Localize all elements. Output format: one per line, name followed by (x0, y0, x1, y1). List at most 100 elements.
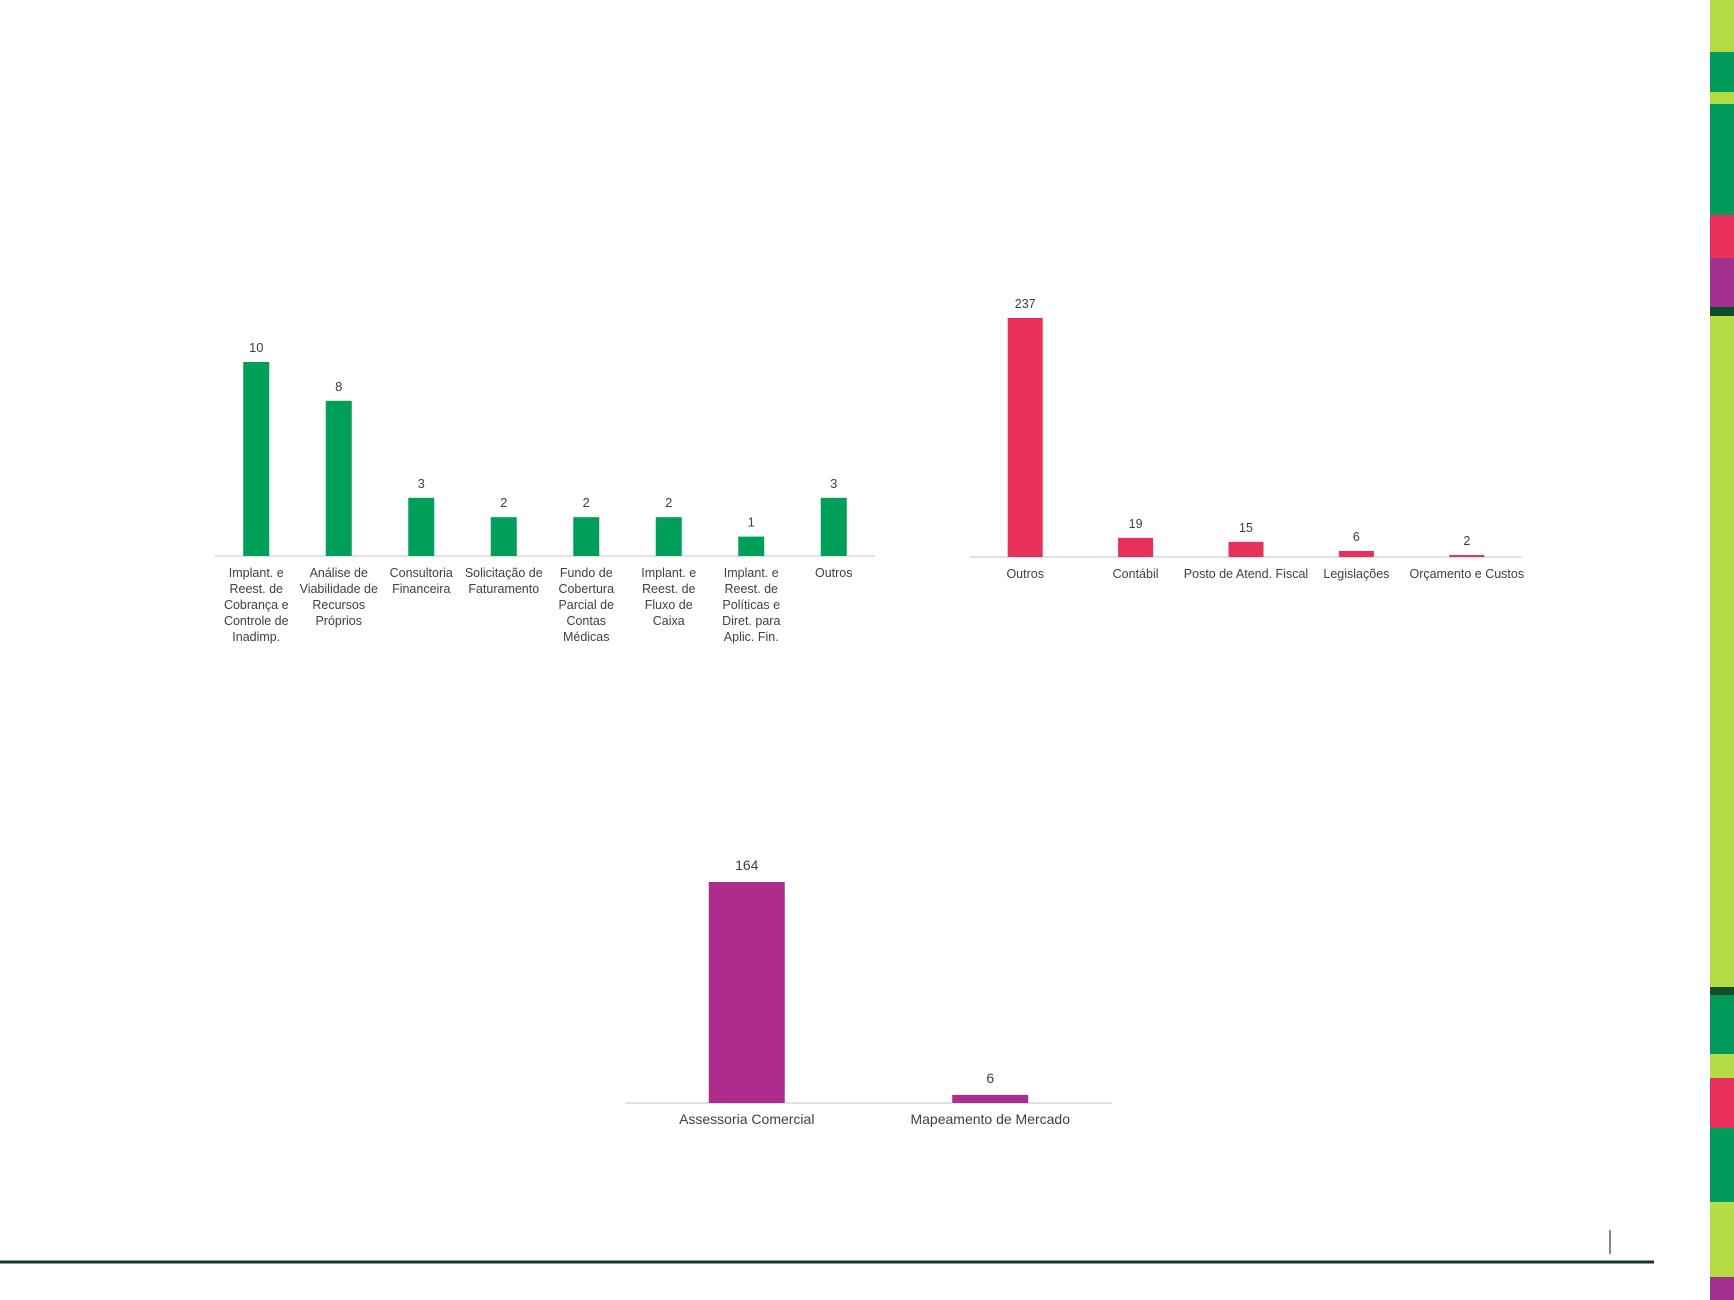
data-label: 2 (500, 495, 507, 510)
data-label: 8 (335, 379, 342, 394)
category-label: Outros (815, 566, 853, 580)
category-label-line: Outros (1006, 567, 1044, 581)
data-label: 2 (583, 495, 590, 510)
sidebar-color-band (1710, 0, 1734, 52)
category-label-line: Posto de Atend. Fiscal (1184, 567, 1308, 581)
data-label: 10 (249, 340, 263, 355)
category-label: Análise de Viabilidade de Recursos Próprios (300, 566, 378, 628)
sidebar-color-band (1710, 1128, 1734, 1202)
category-label: Implant. e Reest. de Cobrança e Controle de… (224, 566, 289, 644)
sidebar-color-band (1710, 1054, 1734, 1078)
bar (1228, 541, 1264, 557)
category-label-line: Consultoria (390, 566, 453, 580)
category-label-line: Cobrança e (224, 598, 289, 612)
bar (573, 517, 600, 556)
category-label-line: Médicas (563, 630, 610, 644)
bar (325, 400, 352, 556)
sidebar-color-band (1710, 1078, 1734, 1128)
bar-chart-red: 237 Outros 19 Contábil 15 Posto de Atend. Fis… (970, 297, 1524, 581)
category-label-line: Inadimp. (232, 630, 280, 644)
category-label: Outros (1006, 567, 1044, 581)
data-label: 2 (665, 495, 672, 510)
category-label-line: Recursos (312, 598, 365, 612)
category-label-line: Legislações (1323, 567, 1389, 581)
data-label: 2 (1463, 534, 1470, 548)
category-label: Legislações (1323, 567, 1389, 581)
category-label: Consultoria Financeira (390, 566, 453, 596)
category-label: Solicitação de Faturamento (465, 566, 543, 596)
bar (408, 497, 435, 556)
bar (1118, 537, 1154, 557)
category-label: Implant. e Reest. de Fluxo de Caixa (641, 566, 696, 628)
category-label-line: Implant. e (229, 566, 284, 580)
category-label-line: Assessoria Comercial (679, 1111, 814, 1127)
sidebar-color-band (1710, 307, 1734, 316)
sidebar-color-band (1710, 1202, 1734, 1277)
category-label-line: Implant. e (724, 566, 779, 580)
bar (490, 517, 517, 556)
category-label: Mapeamento de Mercado (910, 1111, 1070, 1127)
category-label: Assessoria Comercial (679, 1111, 814, 1127)
category-label: Orçamento e Custos (1409, 567, 1524, 581)
bar (1449, 554, 1485, 557)
category-label-line: Análise de (310, 566, 368, 580)
data-label: 1 (748, 515, 755, 530)
sidebar-color-band (1710, 987, 1734, 995)
data-label: 6 (1353, 530, 1360, 544)
sidebar-color-band (1710, 104, 1734, 215)
sidebar-color-band (1710, 52, 1734, 92)
bar (708, 882, 785, 1103)
category-label-line: Solicitação de (465, 566, 543, 580)
sidebar-color-band (1710, 92, 1734, 104)
category-label-line: Viabilidade de (300, 582, 378, 596)
category-label-line: Faturamento (468, 582, 539, 596)
data-label: 6 (986, 1070, 994, 1086)
bar (1007, 318, 1043, 557)
category-label-line: Implant. e (641, 566, 696, 580)
sidebar-color-band (1710, 258, 1734, 307)
data-label: 3 (830, 476, 837, 491)
bar (655, 517, 682, 556)
category-label-line: Outros (815, 566, 853, 580)
bar (738, 536, 765, 556)
bar (820, 497, 847, 556)
data-label: 164 (735, 857, 759, 873)
category-label-line: Próprios (315, 614, 362, 628)
category-label: Contábil (1113, 567, 1159, 581)
category-label-line: Orçamento e Custos (1409, 567, 1524, 581)
category-label: Fundo de Cobertura Parcial de Contas Médicas (558, 566, 614, 644)
category-label-line: Aplic. Fin. (724, 630, 779, 644)
category-label-line: Fundo de (560, 566, 613, 580)
category-label-line: Controle de (224, 614, 289, 628)
category-label: Implant. e Reest. de Políticas e Diret. par… (722, 566, 780, 644)
sidebar-color-band (1710, 316, 1734, 987)
data-label: 15 (1239, 521, 1253, 535)
sidebar-color-band (1710, 215, 1734, 258)
sidebar-color-band (1710, 995, 1734, 1054)
sidebar-color-band (1710, 1277, 1734, 1300)
category-label-line: Reest. de (642, 582, 696, 596)
category-label-line: Mapeamento de Mercado (910, 1111, 1070, 1127)
category-label-line: Reest. de (724, 582, 778, 596)
data-label: 19 (1129, 517, 1143, 531)
category-label-line: Cobertura (558, 582, 614, 596)
category-label-line: Políticas e (722, 598, 780, 612)
category-label-line: Financeira (392, 582, 450, 596)
category-label-line: Contábil (1113, 567, 1159, 581)
category-label-line: Contas (566, 614, 606, 628)
category-label-line: Parcial de (558, 598, 614, 612)
category-label-line: Fluxo de (645, 598, 693, 612)
data-label: 237 (1015, 297, 1036, 311)
bar-chart-green: 10 Implant. e Reest. de Cobrança e Controle … (215, 340, 875, 644)
category-label-line: Caixa (653, 614, 685, 628)
category-label-line: Diret. para (722, 614, 780, 628)
category-label-line: Reest. de (229, 582, 283, 596)
data-label: 3 (418, 476, 425, 491)
bar (952, 1094, 1029, 1103)
bar-chart-purple: 164 Assessoria Comercial 6 Mapeamento de Me… (625, 857, 1112, 1127)
category-label: Posto de Atend. Fiscal (1184, 567, 1308, 581)
bar (243, 362, 270, 556)
bar (1338, 550, 1374, 557)
